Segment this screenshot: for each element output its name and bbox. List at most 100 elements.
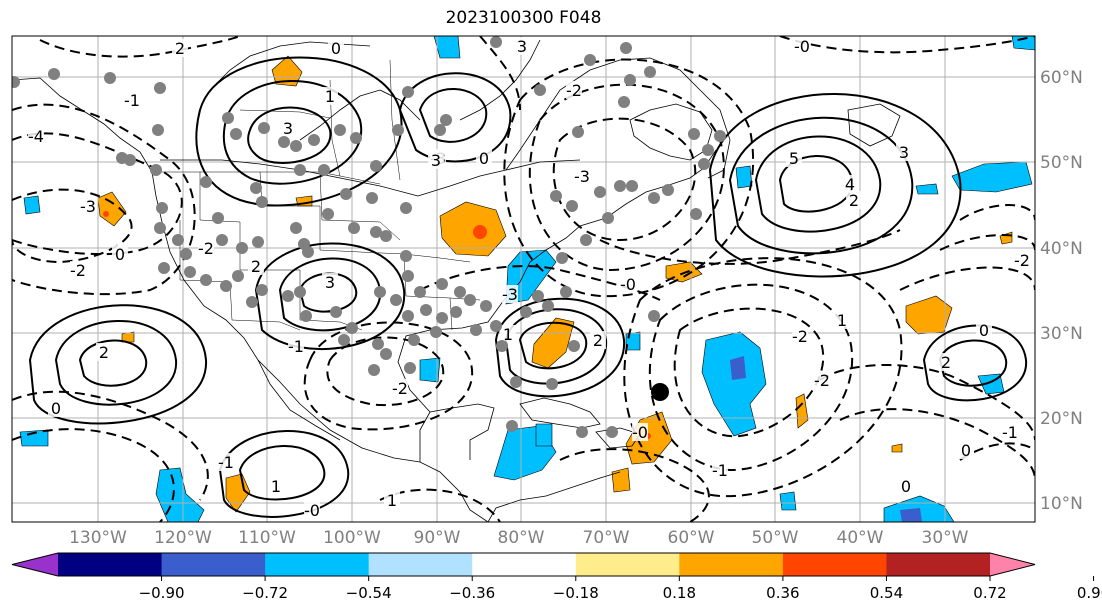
contour-label-bg bbox=[322, 273, 338, 291]
observation-marker bbox=[662, 184, 674, 196]
contour-label: 4 bbox=[845, 175, 855, 194]
colorbar: −0.90 −0.72 −0.54 −0.36 −0.18 0.18 0.36 0.54 0.7… bbox=[11, 552, 1102, 602]
observation-marker bbox=[366, 192, 378, 204]
observation-marker bbox=[618, 96, 630, 108]
contour-label: 3 bbox=[431, 151, 441, 170]
observation-marker bbox=[348, 222, 360, 234]
black-location-marker bbox=[651, 383, 669, 401]
observation-marker bbox=[496, 340, 508, 352]
contour-label-bg bbox=[322, 87, 338, 105]
observation-marker bbox=[568, 340, 580, 352]
contour-label: 3 bbox=[325, 273, 335, 292]
observation-marker bbox=[436, 278, 448, 290]
contour-label-bg bbox=[218, 453, 234, 471]
observation-marker bbox=[380, 348, 392, 360]
colorbar-tick-label: 0.36 bbox=[766, 584, 799, 602]
observation-marker bbox=[626, 180, 638, 192]
colorbar-tick-label: −0.54 bbox=[346, 584, 392, 602]
observation-marker bbox=[408, 334, 420, 346]
observation-marker bbox=[200, 176, 212, 188]
contour-label: -0 bbox=[620, 275, 636, 294]
observation-marker bbox=[346, 322, 358, 334]
contour-label-bg bbox=[574, 167, 590, 185]
observation-marker bbox=[490, 36, 502, 48]
observation-marker bbox=[594, 186, 606, 198]
contour-label-bg bbox=[632, 423, 648, 441]
contour-label: -1 bbox=[218, 453, 234, 472]
longitude-tick-label: 50°W bbox=[752, 528, 799, 548]
observation-marker bbox=[702, 144, 714, 156]
observation-marker bbox=[480, 300, 492, 312]
observation-marker bbox=[532, 290, 544, 302]
observation-marker bbox=[258, 122, 270, 134]
contour-label: -1 bbox=[124, 91, 140, 110]
latitude-tick-label: 60°N bbox=[1040, 68, 1083, 88]
observation-marker bbox=[294, 164, 306, 176]
contour-label-bg bbox=[792, 327, 808, 345]
observation-marker bbox=[222, 112, 234, 124]
observation-marker bbox=[620, 42, 632, 54]
contour-label-bg bbox=[786, 149, 802, 167]
contour-label-bg bbox=[502, 285, 518, 303]
observation-marker bbox=[290, 140, 302, 152]
colorbar-tick-label: 0.90 bbox=[1077, 584, 1102, 602]
observation-marker bbox=[374, 286, 386, 298]
observation-marker bbox=[400, 250, 412, 262]
contour-label: -0 bbox=[632, 423, 648, 442]
contour-label: -2 bbox=[814, 371, 830, 390]
observation-marker bbox=[602, 212, 614, 224]
contour-label: 0 bbox=[51, 399, 61, 418]
shaded-strong-negative-areas bbox=[730, 356, 922, 522]
observation-marker bbox=[322, 208, 334, 220]
observation-marker bbox=[104, 72, 116, 84]
observation-marker bbox=[294, 286, 306, 298]
observation-marker bbox=[220, 280, 232, 292]
contour-label: 1 bbox=[325, 87, 335, 106]
observation-marker bbox=[402, 270, 414, 282]
colorbar-tick-label: 0.72 bbox=[973, 584, 1006, 602]
observation-marker bbox=[368, 364, 380, 376]
observation-marker bbox=[430, 326, 442, 338]
observation-marker bbox=[232, 270, 244, 282]
colorbar-segment bbox=[679, 553, 784, 576]
observation-marker bbox=[180, 248, 192, 260]
contour-label-bg bbox=[794, 37, 810, 55]
observation-marker bbox=[698, 158, 710, 170]
contour-label: 2 bbox=[941, 353, 951, 372]
observation-marker bbox=[560, 286, 572, 298]
longitude-tick-label: 100°W bbox=[323, 528, 381, 548]
contour-label-bg bbox=[896, 143, 912, 161]
contour-label: -0 bbox=[304, 501, 320, 520]
observation-marker bbox=[116, 152, 128, 164]
observation-marker bbox=[648, 310, 660, 322]
contour-label: -3 bbox=[574, 167, 590, 186]
observation-marker bbox=[350, 132, 362, 144]
observation-marker bbox=[250, 182, 262, 194]
colorbar-segment bbox=[782, 553, 887, 576]
colorbar-segment bbox=[575, 553, 680, 576]
observation-markers bbox=[12, 36, 726, 438]
observation-marker bbox=[156, 202, 168, 214]
contour-label: -1 bbox=[1002, 423, 1018, 442]
contour-label-bg bbox=[958, 441, 974, 459]
contour-label-group: -4-3-3-3-3-2-2-2-2-2-2-2-1-1-1-1-1-0-0-0… bbox=[28, 37, 1030, 520]
colorbar-segment bbox=[58, 553, 163, 576]
observation-marker bbox=[278, 136, 290, 148]
observation-marker bbox=[464, 294, 476, 306]
observation-marker bbox=[440, 114, 452, 126]
observation-marker bbox=[152, 124, 164, 136]
observation-marker bbox=[572, 126, 584, 138]
contour-label: 3 bbox=[517, 37, 527, 56]
contour-label-bg bbox=[514, 37, 530, 55]
observation-marker bbox=[256, 196, 268, 208]
contour-label-bg bbox=[112, 245, 128, 263]
contour-label-bg bbox=[198, 239, 214, 257]
observation-marker bbox=[380, 230, 392, 242]
latitude-axis: 60°N 50°N 40°N 30°N 20°N 10°N bbox=[1040, 68, 1083, 514]
contour-label-bg bbox=[28, 127, 44, 145]
contour-label: 0 bbox=[901, 477, 911, 496]
contour-label-bg bbox=[842, 175, 858, 193]
observation-marker bbox=[340, 188, 352, 200]
observation-marker bbox=[282, 290, 294, 302]
